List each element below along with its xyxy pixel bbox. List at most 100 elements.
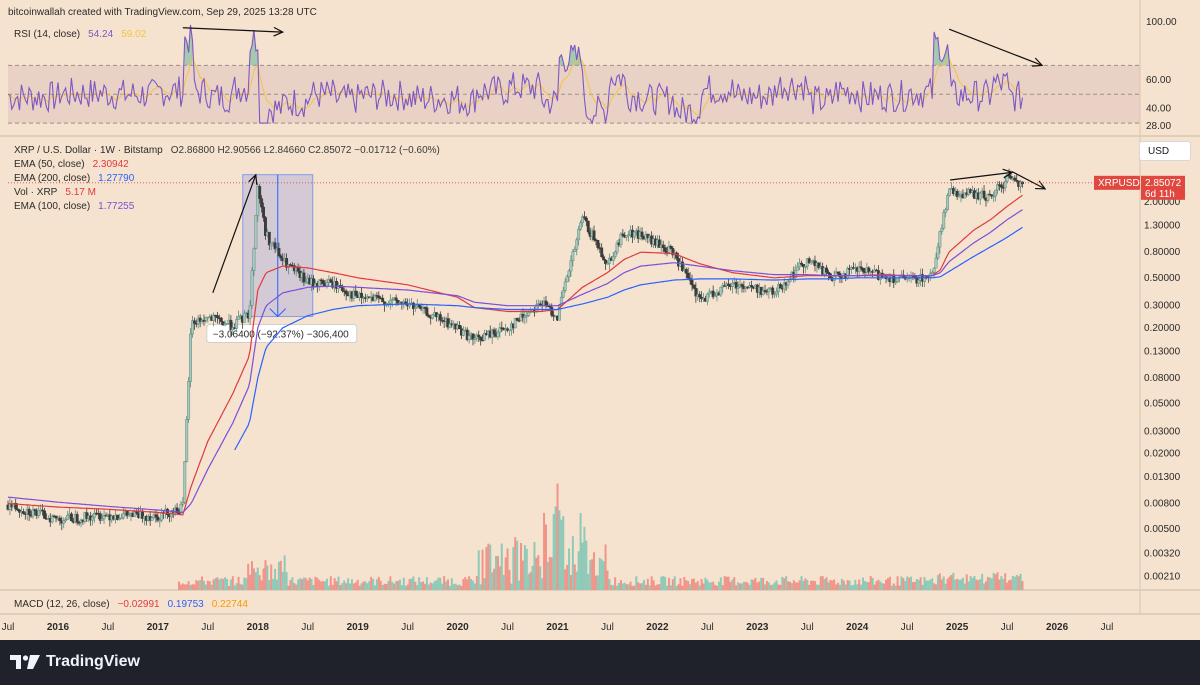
volume-bar <box>946 578 949 590</box>
volume-bar <box>372 578 375 590</box>
volume-bar <box>635 576 638 590</box>
volume-bar <box>418 577 421 590</box>
candle-body <box>288 264 292 266</box>
volume-bar <box>679 578 682 590</box>
candle-body <box>698 294 702 298</box>
candle-body <box>992 195 996 198</box>
volume-bar <box>220 578 223 590</box>
volume-bar <box>335 581 338 590</box>
volume-bar <box>502 574 505 590</box>
footer-bar <box>0 640 1200 685</box>
price-tick-label: 0.05000 <box>1144 399 1181 410</box>
volume-bar <box>790 583 793 590</box>
candle-body <box>158 519 162 522</box>
candle-body <box>198 317 202 322</box>
candle-body <box>481 339 485 342</box>
volume-bar <box>252 568 255 590</box>
volume-bar <box>350 579 353 590</box>
volume-bar <box>883 583 886 590</box>
time-tick-label: 2026 <box>1046 622 1069 633</box>
candle-body <box>31 509 35 517</box>
candle-body <box>680 261 684 271</box>
volume-bar <box>431 583 434 590</box>
candle-body <box>312 278 315 287</box>
volume-bar <box>698 585 701 590</box>
volume-bar <box>838 584 841 590</box>
candle-body <box>296 267 300 272</box>
volume-bar <box>744 581 747 590</box>
volume-bar <box>840 578 843 590</box>
volume-bar <box>495 556 498 590</box>
volume-bar <box>969 576 972 590</box>
volume-bar <box>533 541 536 590</box>
candle-body <box>58 517 62 522</box>
volume-bar <box>341 583 344 590</box>
candle-body <box>483 333 486 341</box>
candle-body <box>734 282 738 289</box>
volume-bar <box>183 584 186 590</box>
candle-body <box>999 184 1003 188</box>
volume-bar <box>458 584 461 590</box>
volume-bar <box>936 575 939 590</box>
candle-body <box>632 231 636 238</box>
volume-bar <box>297 579 300 590</box>
ema200-legend-name: EMA (200, close) <box>14 173 90 184</box>
candle-body <box>1013 177 1017 181</box>
volume-bar <box>254 572 257 590</box>
volume-bar <box>961 577 964 590</box>
candle-body <box>273 242 277 250</box>
volume-bar <box>929 579 932 590</box>
ema50-legend-name: EMA (50, close) <box>14 159 85 170</box>
time-tick-label: Jul <box>2 622 15 633</box>
price-tick-label: 0.08000 <box>1144 373 1181 384</box>
candle-body <box>467 335 471 341</box>
volume-bar <box>556 483 559 590</box>
candle-body <box>185 419 189 462</box>
volume-bar <box>179 584 182 590</box>
drawing-trendlines[interactable] <box>182 26 1047 294</box>
candle-body <box>575 239 579 250</box>
price-tick-label: 0.02000 <box>1144 449 1181 460</box>
volume-bar <box>740 583 743 590</box>
candle-body <box>694 288 698 297</box>
volume-bar <box>368 581 371 590</box>
volume-bar <box>956 578 959 590</box>
volume-bar <box>364 581 367 590</box>
volume-bar <box>283 555 286 590</box>
candle-body <box>606 263 609 265</box>
volume-bar <box>725 576 728 590</box>
volume-bar <box>850 585 853 590</box>
trendline-rally <box>212 174 257 294</box>
volume-bar <box>888 576 891 590</box>
volume-bar <box>562 516 565 590</box>
price-tick-label: 1.30000 <box>1144 221 1181 232</box>
volume-bar <box>245 577 248 590</box>
time-tick-label: Jul <box>801 622 814 633</box>
candle-body <box>187 381 191 420</box>
volume-bar <box>569 574 572 590</box>
tradingview-logo[interactable]: TradingView <box>10 652 140 672</box>
volume-bar <box>1006 582 1009 590</box>
volume-bar <box>293 583 296 590</box>
volume-bar <box>940 579 943 590</box>
chart-canvas[interactable]: 100.00 60.00 40.00 28.00 −3.06400 (−92.37%)… <box>0 0 1200 640</box>
time-tick-label: Jul <box>901 622 914 633</box>
currency-button[interactable]: USD <box>1139 141 1191 161</box>
volume-bar <box>558 510 561 590</box>
ema-line <box>7 209 1023 514</box>
volume-bar <box>506 548 509 590</box>
volume-bar <box>249 574 252 590</box>
volume-bar <box>591 559 594 590</box>
candle-body <box>896 277 900 283</box>
volume-bar <box>262 568 265 590</box>
candle-body <box>458 324 461 330</box>
bar-countdown: 6d 11h <box>1145 189 1175 200</box>
volume-bar <box>416 584 419 590</box>
candle-body <box>917 280 921 284</box>
volume-bar <box>573 564 576 590</box>
volume-bar <box>483 578 486 590</box>
rsi-panel: 100.00 60.00 40.00 28.00 <box>7 17 1177 132</box>
volume-bar <box>310 578 313 590</box>
rsi-tick-label: 40.00 <box>1146 104 1171 115</box>
